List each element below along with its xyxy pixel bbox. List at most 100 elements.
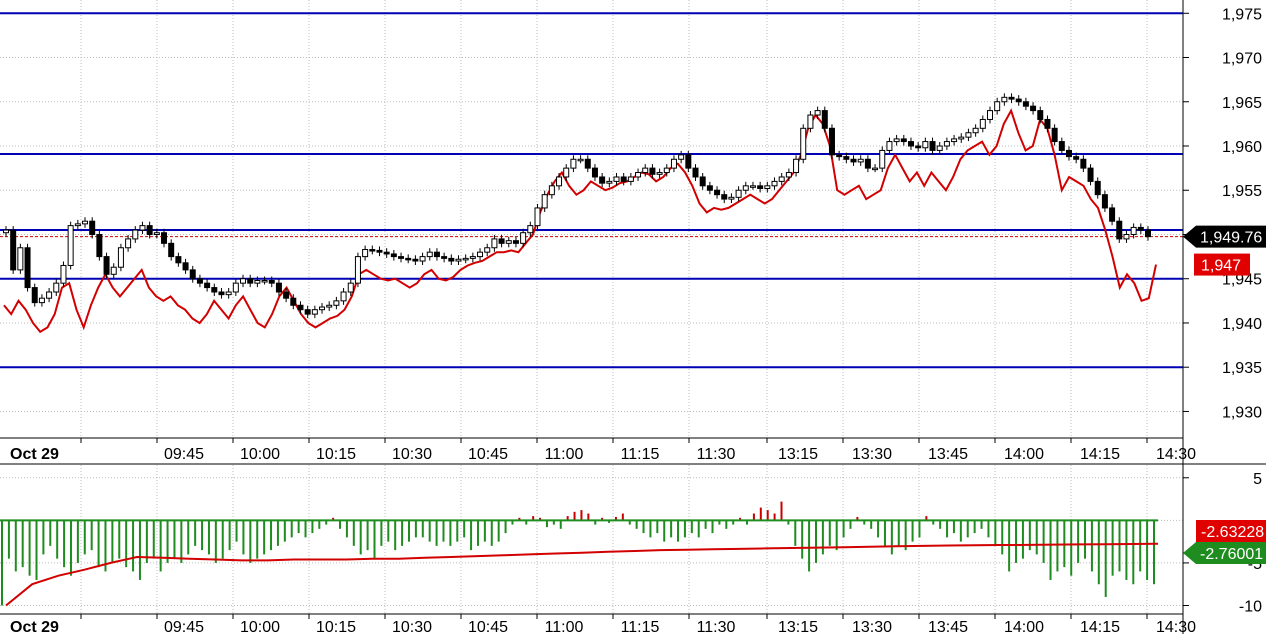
candle-body [886, 141, 893, 151]
price-y-tick-label: 1,940 [1222, 316, 1262, 333]
candle [1101, 190, 1108, 212]
candle-body [74, 223, 81, 227]
candle-body [915, 145, 922, 149]
candle-body [764, 185, 771, 189]
candle-body [520, 232, 527, 244]
price-y-tick-label: 1,935 [1222, 360, 1262, 377]
candle-body [297, 304, 304, 311]
candle-body [390, 253, 397, 258]
candle [721, 190, 728, 204]
candle [735, 186, 742, 202]
candle [412, 255, 419, 266]
candle-body [649, 167, 656, 175]
candle-body [369, 249, 376, 252]
candle-body [268, 279, 275, 284]
price-grid [0, 0, 1183, 438]
candle [1030, 102, 1037, 115]
candle-body [512, 240, 519, 244]
candle [771, 177, 778, 190]
candle-body [785, 172, 792, 178]
candle-body [850, 158, 857, 163]
candle-body [17, 247, 24, 271]
price-x-tick-label: 11:00 [545, 446, 584, 463]
candle [742, 181, 749, 195]
candle-body [979, 118, 986, 129]
candle-body [275, 282, 282, 293]
candle-body [433, 251, 440, 258]
candle-body [398, 256, 405, 259]
candle [857, 155, 864, 166]
price-x-tick-label: 10:45 [468, 446, 508, 463]
candle-body [10, 229, 17, 271]
candle-body [951, 138, 958, 143]
candle-body [125, 238, 132, 249]
candle [1137, 223, 1144, 235]
candle-body [728, 196, 735, 200]
candle-body [757, 185, 764, 189]
candle [398, 252, 405, 263]
candle [699, 172, 706, 190]
candle-body [807, 114, 814, 129]
candle-body [347, 282, 354, 293]
candle [534, 203, 541, 230]
candle [261, 276, 268, 285]
candle [491, 234, 498, 252]
candle-body [742, 185, 749, 191]
candle [627, 172, 634, 186]
indicator-x-tick-label: 14:30 [1156, 619, 1196, 634]
candle [247, 274, 254, 288]
candle [1044, 115, 1051, 133]
candle [484, 243, 491, 257]
candle [685, 150, 692, 173]
candle [1022, 97, 1029, 111]
candle [886, 137, 893, 155]
candle-body [1087, 167, 1094, 182]
candle-body [405, 257, 412, 261]
candle [1145, 226, 1151, 241]
candle [994, 97, 1001, 115]
indicator-x-tick-label: 09:45 [164, 619, 204, 634]
candle-body [31, 287, 38, 304]
indicator-x-tick-label: 14:15 [1080, 619, 1120, 634]
candle-body [1109, 207, 1116, 222]
indicator-y-tick-label: 5 [1253, 471, 1262, 488]
candle [376, 246, 383, 257]
candle-body [929, 141, 936, 151]
price-x-tick-label: 13:15 [778, 446, 818, 463]
candle [800, 124, 807, 164]
candle [958, 133, 965, 143]
candle-body [153, 232, 160, 235]
indicator-red-tag [1196, 520, 1266, 542]
candle-body [218, 291, 225, 296]
candle [864, 155, 871, 173]
candle [943, 137, 950, 150]
candle [354, 252, 361, 288]
candle [1058, 137, 1065, 155]
candle [900, 134, 907, 146]
candle-body [656, 172, 663, 175]
candle [419, 252, 426, 266]
candle [462, 254, 469, 264]
red-value-label: 1,947 [1201, 258, 1241, 275]
candle-body [864, 158, 871, 169]
candle-body [469, 256, 476, 259]
candle-body [1051, 127, 1058, 143]
candle [1094, 177, 1101, 199]
candle [31, 283, 38, 307]
candle [1087, 164, 1094, 186]
indicator-x-tick-label: 13:45 [928, 619, 968, 634]
candle [290, 294, 297, 310]
price-x-tick-label: 10:15 [316, 446, 356, 463]
candle-body [642, 167, 649, 174]
candle-body [706, 185, 713, 191]
candle [1109, 203, 1116, 226]
candle [728, 193, 735, 204]
indicator-x-tick-label: 14:00 [1004, 619, 1044, 634]
candle-body [247, 278, 254, 284]
candle [390, 249, 397, 261]
price-red-line [3, 108, 1157, 334]
candle-body [132, 229, 139, 240]
candle [527, 221, 534, 237]
candle-body [1094, 180, 1101, 196]
